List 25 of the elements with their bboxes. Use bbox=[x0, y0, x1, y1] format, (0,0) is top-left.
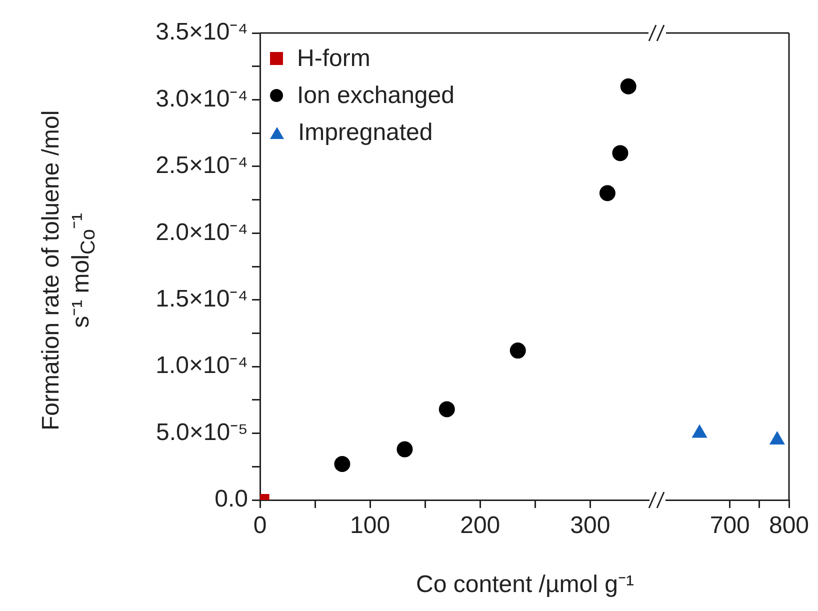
x-axis-title: Co content /µmol g⁻¹ bbox=[416, 570, 634, 599]
legend-label: Ion exchanged bbox=[297, 82, 454, 110]
y-tick-label: 3.0×10⁻⁴ bbox=[156, 85, 248, 112]
x-tick-label: 800 bbox=[768, 512, 810, 540]
point bbox=[620, 78, 636, 94]
point bbox=[599, 185, 616, 202]
x-tick-label: 700 bbox=[710, 512, 750, 540]
point bbox=[334, 456, 350, 472]
x-tick-label: 0 bbox=[253, 512, 267, 540]
point bbox=[510, 342, 526, 359]
text: Impregnated bbox=[298, 118, 433, 146]
point bbox=[612, 145, 628, 162]
y-tick-label: 2.0×10⁻⁴ bbox=[156, 218, 248, 246]
y-tick-label: 1.0×10⁻⁴ bbox=[156, 352, 248, 380]
legend-label: H-form bbox=[297, 44, 370, 72]
y-tick-label: 3.5×10⁻⁴ bbox=[156, 18, 248, 46]
x-tick-label: 100 bbox=[350, 512, 390, 540]
x-tick-label: 200 bbox=[460, 512, 500, 540]
y-tick-label: 1.5×10⁻⁴ bbox=[156, 285, 248, 312]
x-tick-label: 300 bbox=[570, 512, 610, 540]
point bbox=[438, 401, 455, 418]
y-tick-label: 5.0×10⁻⁵ bbox=[156, 418, 248, 446]
y-tick-label: 0.0 bbox=[214, 486, 248, 513]
point bbox=[396, 441, 413, 458]
y-tick-label: 2.5×10⁻⁴ bbox=[156, 152, 248, 180]
